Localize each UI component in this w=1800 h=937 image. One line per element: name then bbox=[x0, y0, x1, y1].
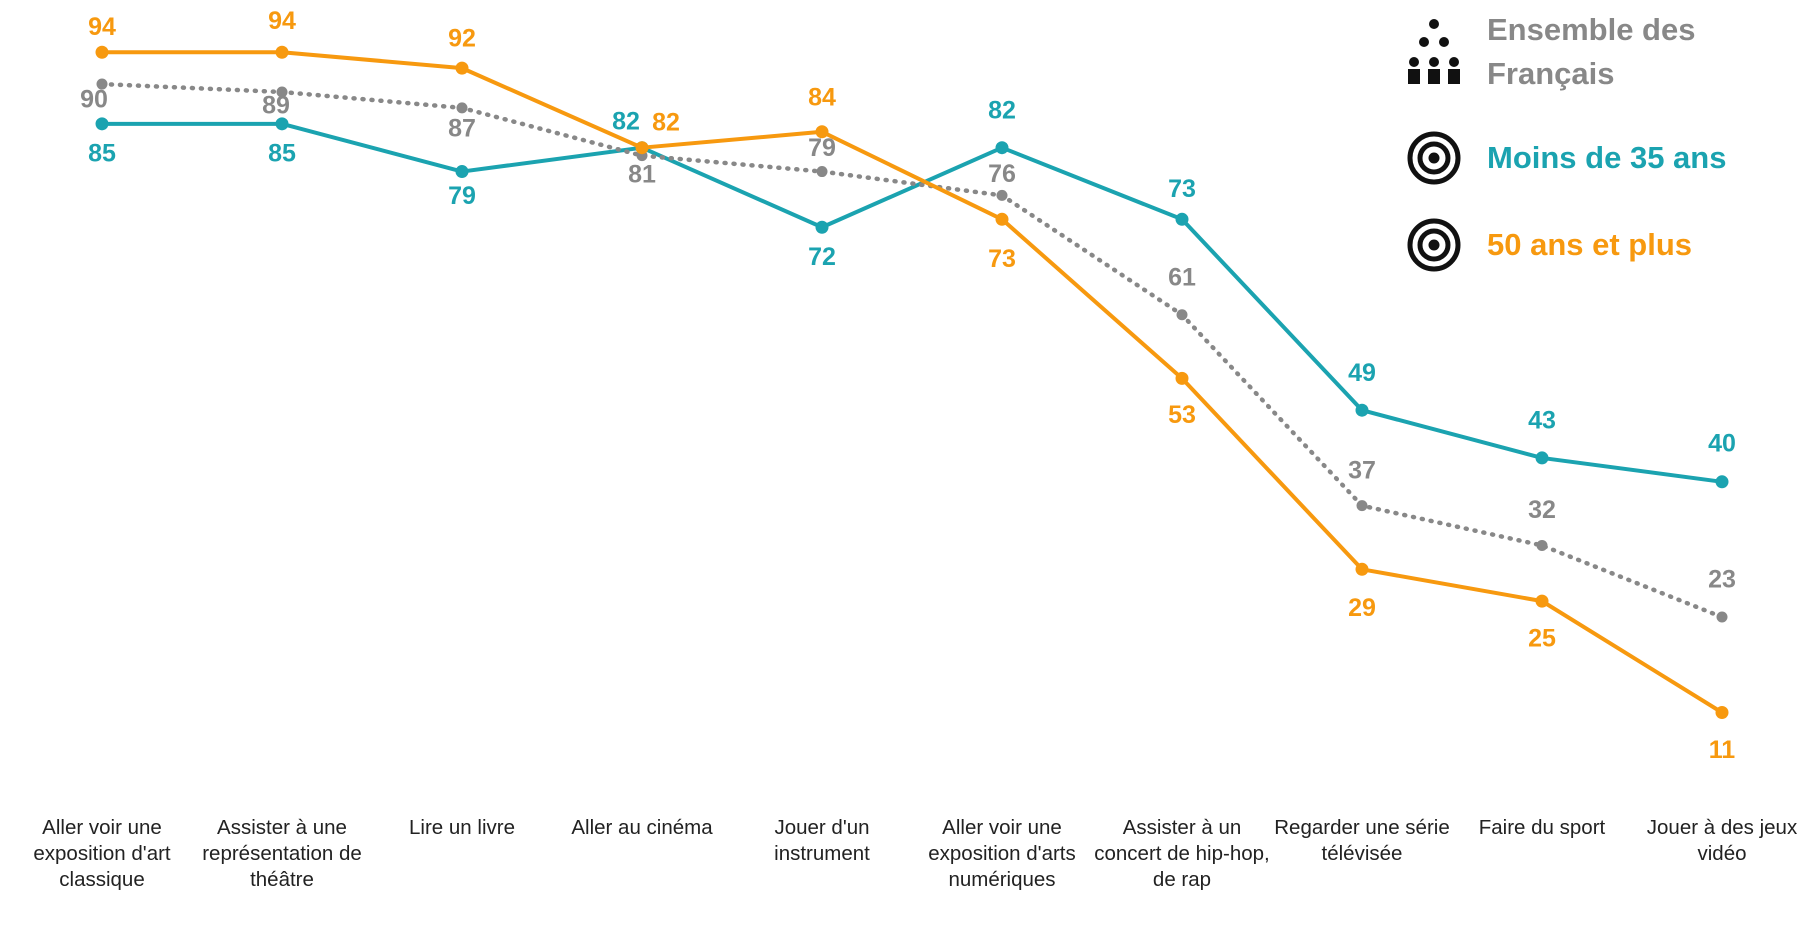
legend-icon-target bbox=[1407, 131, 1461, 185]
data-label: 94 bbox=[268, 7, 296, 35]
marker bbox=[455, 165, 469, 179]
data-label: 90 bbox=[80, 86, 108, 114]
marker bbox=[1175, 212, 1189, 226]
marker bbox=[995, 212, 1009, 226]
data-label: 87 bbox=[448, 115, 476, 143]
data-label: 23 bbox=[1708, 566, 1736, 594]
x-tick-label: Aller au cinéma bbox=[571, 816, 713, 839]
marker bbox=[816, 166, 828, 178]
marker bbox=[275, 45, 289, 59]
marker bbox=[815, 125, 829, 139]
data-label: 61 bbox=[1168, 263, 1196, 291]
data-label: 43 bbox=[1528, 407, 1556, 435]
marker bbox=[635, 141, 649, 155]
data-label: 94 bbox=[88, 13, 116, 41]
marker bbox=[95, 45, 109, 59]
marker bbox=[455, 61, 469, 75]
marker bbox=[1535, 451, 1549, 465]
data-label: 29 bbox=[1348, 594, 1376, 622]
data-label: 73 bbox=[988, 245, 1016, 273]
data-label: 32 bbox=[1528, 496, 1556, 524]
data-label: 89 bbox=[262, 92, 290, 120]
marker bbox=[1536, 539, 1548, 551]
x-tick-label: Assister à un concert de hip-hop, de rap bbox=[1094, 816, 1270, 891]
marker bbox=[95, 117, 109, 131]
data-label: 82 bbox=[612, 107, 640, 135]
marker bbox=[1356, 500, 1368, 512]
marker bbox=[1175, 371, 1189, 385]
x-tick-label: Regarder une série télévisée bbox=[1274, 816, 1450, 865]
data-label: 40 bbox=[1708, 429, 1736, 457]
x-tick-label: Assister à une représentation de théâtre bbox=[202, 816, 362, 891]
data-label: 37 bbox=[1348, 456, 1376, 484]
data-label: 72 bbox=[808, 243, 836, 271]
data-label: 49 bbox=[1348, 359, 1376, 387]
series-line bbox=[99, 81, 1725, 620]
data-label: 79 bbox=[448, 182, 476, 210]
data-label: 11 bbox=[1709, 736, 1736, 764]
data-label: 81 bbox=[628, 160, 656, 188]
data-label: 73 bbox=[1168, 175, 1196, 203]
data-label: 82 bbox=[988, 96, 1016, 124]
data-label: 92 bbox=[448, 25, 476, 53]
marker bbox=[456, 102, 468, 114]
x-tick-label: Aller voir une exposition d'arts numériq… bbox=[928, 816, 1076, 891]
marker bbox=[275, 117, 289, 131]
x-tick-label: Lire un livre bbox=[409, 816, 515, 839]
series-line bbox=[100, 121, 1724, 484]
x-tick-label: Aller voir une exposition d'art classiqu… bbox=[33, 816, 171, 891]
data-label: 85 bbox=[268, 139, 296, 167]
marker bbox=[995, 141, 1009, 155]
data-label: 25 bbox=[1528, 625, 1556, 653]
data-label: 53 bbox=[1168, 401, 1196, 429]
data-label: 85 bbox=[88, 139, 116, 167]
series-line bbox=[100, 50, 1724, 715]
x-tick-label: Faire du sport bbox=[1478, 816, 1606, 839]
data-label: 79 bbox=[808, 134, 836, 162]
marker bbox=[276, 86, 288, 98]
legend-label: 50 ans et plus bbox=[1487, 227, 1693, 262]
x-tick-label: Jouer à des jeux vidéo bbox=[1646, 816, 1798, 865]
legend-icon-people bbox=[1408, 19, 1460, 84]
data-label: 84 bbox=[808, 83, 836, 111]
legend-label: Ensemble des Français bbox=[1487, 12, 1696, 91]
marker bbox=[1176, 309, 1188, 321]
x-tick-label: Jouer d'un instrument bbox=[774, 816, 870, 865]
data-label: 76 bbox=[988, 160, 1016, 188]
data-label: 82 bbox=[652, 108, 680, 136]
marker bbox=[1715, 475, 1729, 489]
marker bbox=[1535, 594, 1549, 608]
legend-label: Moins de 35 ans bbox=[1487, 140, 1727, 175]
marker bbox=[1355, 562, 1369, 576]
marker bbox=[96, 78, 108, 90]
marker bbox=[1355, 403, 1369, 417]
marker bbox=[1716, 611, 1728, 623]
marker bbox=[815, 220, 829, 234]
marker bbox=[1715, 705, 1729, 719]
legend-icon-target bbox=[1407, 218, 1461, 272]
marker bbox=[996, 189, 1008, 201]
